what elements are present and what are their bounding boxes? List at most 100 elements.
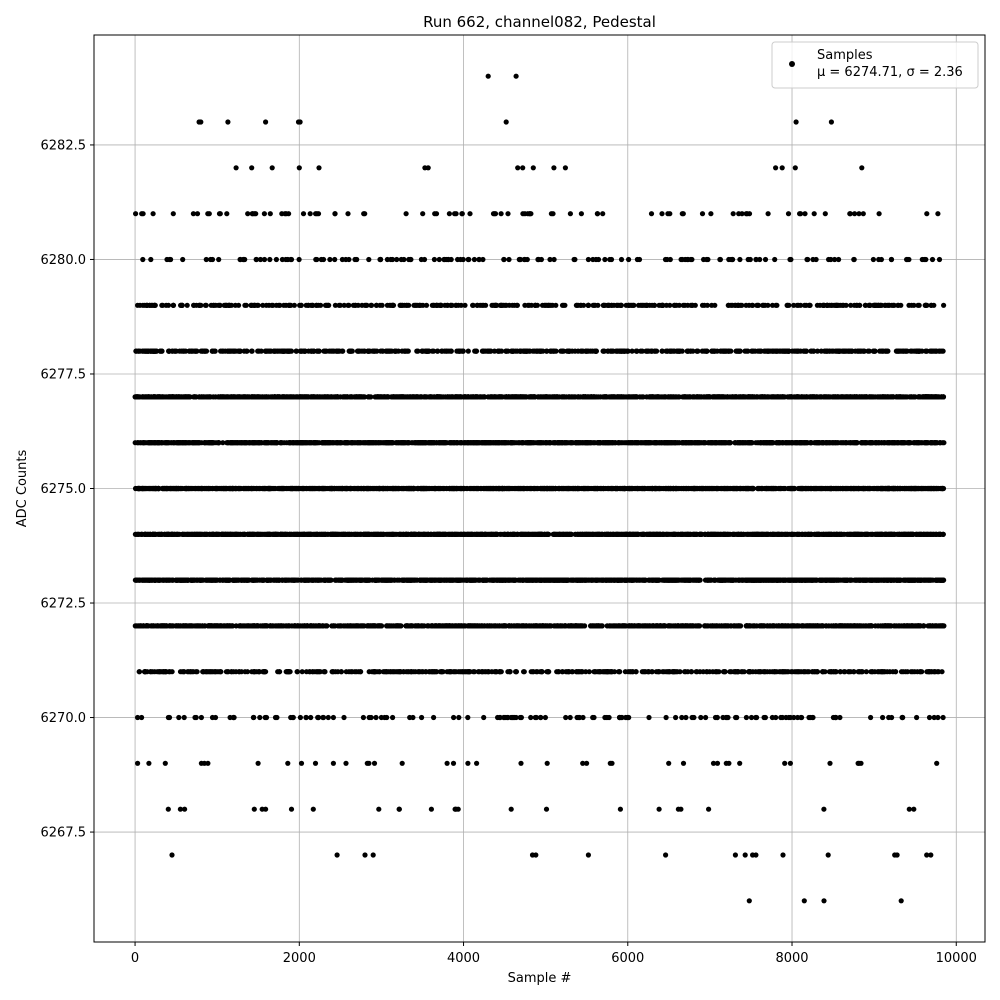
data-point — [669, 669, 675, 675]
data-point — [837, 669, 843, 675]
data-point — [445, 623, 451, 629]
data-point — [639, 623, 646, 629]
data-point — [428, 623, 434, 629]
data-point — [380, 669, 386, 675]
data-point — [934, 577, 941, 583]
data-point — [186, 531, 193, 537]
data-point — [629, 623, 636, 629]
data-point — [804, 623, 810, 629]
data-point — [792, 623, 798, 629]
data-point — [354, 531, 360, 537]
data-point — [514, 623, 520, 629]
data-point — [649, 669, 655, 675]
data-point — [220, 531, 226, 537]
data-point — [888, 531, 894, 537]
data-point — [136, 669, 142, 675]
data-point — [815, 623, 821, 629]
data-point — [794, 669, 801, 675]
data-point — [260, 577, 266, 583]
data-point — [935, 669, 941, 675]
data-point — [583, 669, 589, 675]
data-point — [321, 577, 328, 583]
data-point — [576, 669, 582, 675]
data-point — [315, 577, 321, 583]
data-point — [455, 669, 462, 675]
data-point — [277, 669, 283, 675]
data-point — [273, 531, 279, 537]
data-point — [661, 623, 667, 629]
data-point — [282, 577, 289, 583]
data-point — [233, 623, 239, 629]
data-point — [236, 577, 242, 583]
data-point — [688, 669, 694, 675]
data-point — [371, 623, 377, 629]
data-point — [159, 531, 165, 537]
data-point — [586, 669, 592, 675]
data-point — [252, 623, 258, 629]
data-point — [616, 669, 622, 675]
data-point — [769, 623, 776, 629]
data-point — [405, 577, 411, 583]
data-point — [217, 623, 223, 629]
data-point — [496, 623, 502, 629]
data-point — [719, 623, 725, 629]
data-point — [536, 577, 543, 583]
data-point — [767, 531, 773, 537]
data-point — [242, 669, 248, 675]
data-point — [622, 531, 628, 537]
data-point — [270, 623, 276, 629]
data-point — [236, 669, 242, 675]
data-point — [476, 669, 482, 675]
data-point — [782, 531, 788, 537]
data-point — [735, 623, 741, 629]
data-point — [173, 623, 180, 629]
data-point — [353, 623, 359, 629]
data-point — [346, 669, 352, 675]
data-point — [698, 531, 705, 537]
data-point — [862, 577, 869, 583]
data-point — [855, 623, 861, 629]
data-point — [521, 669, 527, 675]
data-point — [604, 531, 610, 537]
data-point — [579, 577, 586, 583]
data-point — [880, 623, 886, 629]
data-point — [896, 531, 902, 537]
data-point — [448, 531, 454, 537]
data-point — [772, 531, 778, 537]
data-point — [322, 531, 328, 537]
data-point — [741, 669, 747, 675]
data-point — [678, 531, 684, 537]
data-point — [436, 531, 442, 537]
data-point — [916, 623, 922, 629]
data-point — [805, 577, 811, 583]
data-point — [574, 623, 580, 629]
data-point — [592, 669, 598, 675]
data-point — [870, 531, 876, 537]
data-point — [513, 669, 519, 675]
data-point — [301, 531, 307, 537]
data-point — [853, 531, 859, 537]
data-point — [705, 577, 711, 583]
data-point — [530, 669, 536, 675]
data-point — [274, 577, 280, 583]
data-point — [401, 669, 407, 675]
data-point — [294, 669, 300, 675]
data-point — [661, 669, 667, 675]
data-point — [288, 531, 294, 537]
data-point — [925, 531, 931, 537]
data-point — [546, 669, 552, 675]
data-point — [314, 669, 320, 675]
data-point — [926, 623, 932, 629]
data-point — [455, 531, 461, 537]
data-point — [223, 669, 229, 675]
data-point — [400, 577, 406, 583]
data-point — [207, 623, 213, 629]
data-point — [267, 531, 273, 537]
data-point — [200, 669, 206, 675]
data-point — [544, 623, 550, 629]
data-point — [146, 577, 152, 583]
data-point — [539, 669, 545, 675]
data-point — [454, 623, 460, 629]
data-point — [379, 531, 385, 537]
